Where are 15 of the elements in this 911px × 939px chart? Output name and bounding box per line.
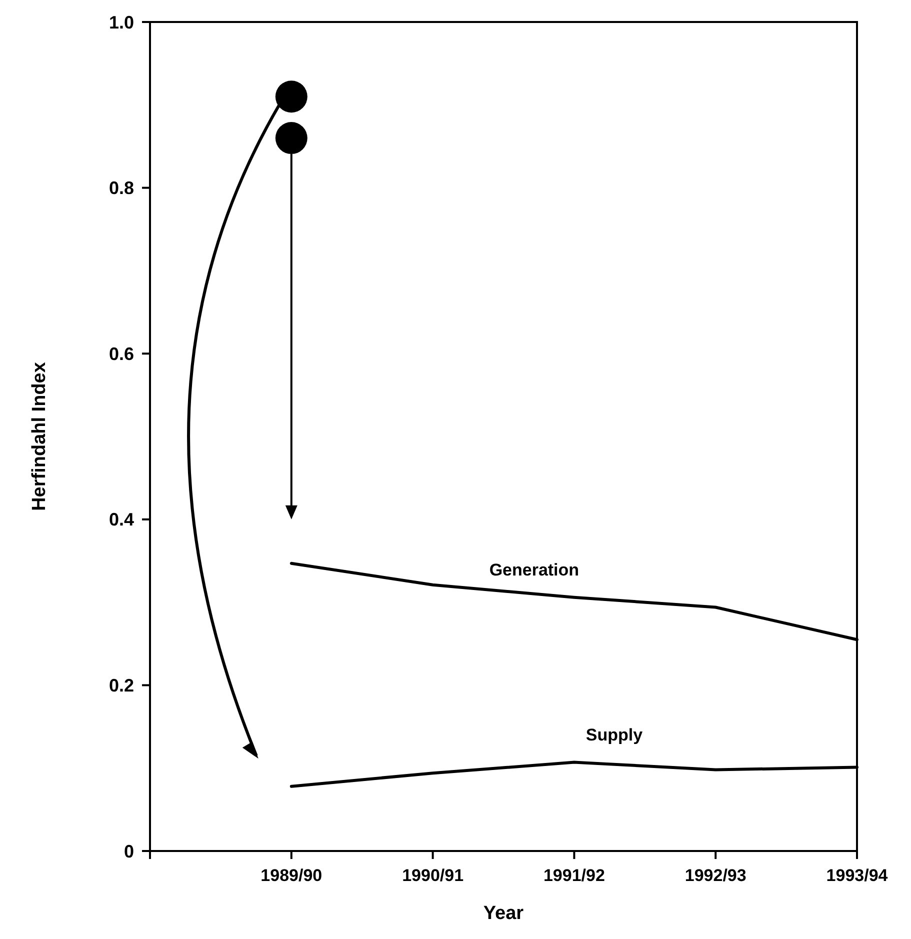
- y-tick-label: 0.2: [108, 676, 134, 696]
- y-tick-label: 0.8: [108, 178, 134, 198]
- x-tick-label: 1993/94: [826, 866, 888, 885]
- x-tick-label: 1990/91: [402, 866, 464, 885]
- y-tick-label: 0.6: [108, 344, 134, 364]
- x-tick-label: 1991/92: [543, 866, 605, 885]
- y-axis-title: Herfindahl Index: [29, 362, 50, 511]
- y-tick-label: 1.0: [108, 12, 134, 32]
- x-tick-label: 1989/90: [260, 866, 322, 885]
- y-tick-label: 0.4: [108, 510, 134, 530]
- series-label: Supply: [586, 725, 644, 744]
- series-label: Generation: [489, 560, 580, 580]
- x-tick-label: 1992/93: [684, 866, 746, 885]
- y-tick-label: 0: [124, 841, 134, 862]
- x-axis-title: Year: [483, 903, 524, 924]
